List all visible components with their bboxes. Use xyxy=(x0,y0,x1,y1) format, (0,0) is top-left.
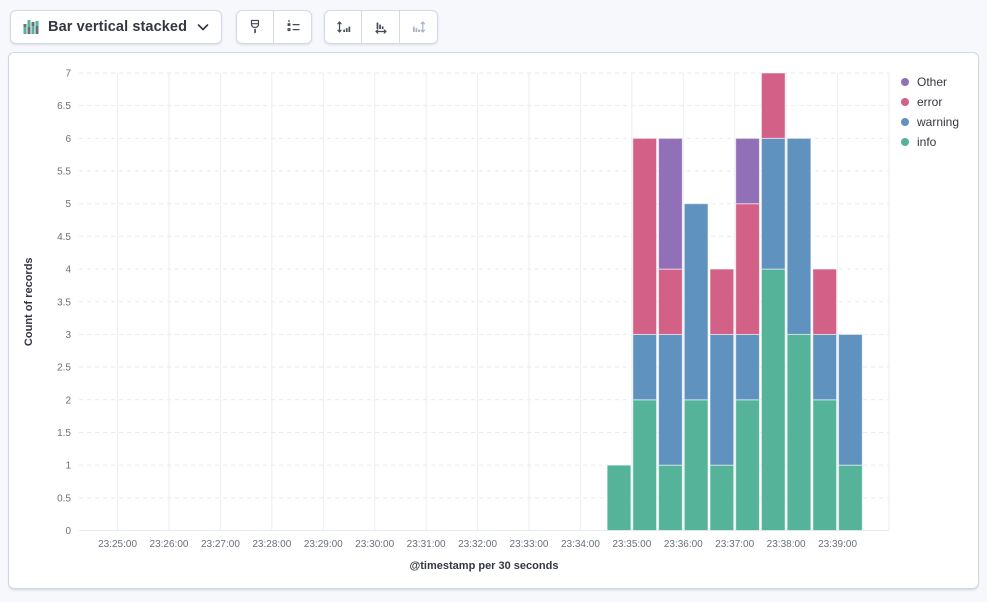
bar-segment-info[interactable] xyxy=(838,464,863,531)
bar-segment-warning[interactable] xyxy=(709,333,735,466)
bar-segment-error[interactable] xyxy=(760,72,786,139)
x-tick-label: 23:28:00 xyxy=(252,539,291,550)
legend-item-info[interactable]: info xyxy=(901,132,959,152)
toolbar: Bar vertical stacked xyxy=(0,0,987,52)
bar-segment-info[interactable] xyxy=(786,333,812,531)
x-tick-label: 23:25:00 xyxy=(98,539,137,550)
bar-segment-Other[interactable] xyxy=(735,137,760,205)
legend-label: Other xyxy=(917,75,948,89)
y-tick-label: 3.5 xyxy=(57,297,71,308)
y-tick-label: 1.5 xyxy=(57,428,71,439)
x-tick-label: 23:35:00 xyxy=(612,539,651,550)
x-tick-label: 23:38:00 xyxy=(767,539,806,550)
bar-segment-info[interactable] xyxy=(658,464,683,531)
chart-type-label: Bar vertical stacked xyxy=(48,19,188,35)
bar-segment-info[interactable] xyxy=(683,399,709,531)
bar-segment-info[interactable] xyxy=(709,464,735,531)
legend-label: warning xyxy=(917,115,960,129)
bar-segment-error[interactable] xyxy=(632,137,658,335)
y-tick-label: 6 xyxy=(65,134,71,145)
bar-segment-info[interactable] xyxy=(606,464,632,531)
x-tick-label: 23:30:00 xyxy=(355,539,394,550)
x-tick-label: 23:33:00 xyxy=(510,539,549,550)
bar-segment-warning[interactable] xyxy=(683,203,709,401)
chart-legend: Other error warning info xyxy=(901,72,959,152)
y-tick-label: 4.5 xyxy=(57,232,71,243)
bar-segment-info[interactable] xyxy=(735,399,760,531)
legend-label: info xyxy=(917,135,937,149)
style-button-group xyxy=(236,10,312,44)
y-axis-title: Count of records xyxy=(23,257,35,346)
bar-segment-warning[interactable] xyxy=(632,333,658,401)
left-axis-button[interactable] xyxy=(324,10,362,44)
bar-segment-warning[interactable] xyxy=(786,137,812,335)
legend-color-dot xyxy=(901,98,909,106)
x-axis-title: @timestamp per 30 seconds xyxy=(410,560,559,572)
y-tick-label: 2 xyxy=(65,395,71,406)
y-tick-label: 0.5 xyxy=(57,493,71,504)
chevron-down-icon xyxy=(197,22,209,32)
chart-type-dropdown[interactable]: Bar vertical stacked xyxy=(10,10,222,44)
x-tick-label: 23:37:00 xyxy=(715,539,754,550)
y-tick-label: 3 xyxy=(65,330,71,341)
chart-panel: 0 0.5 1 1.5 2 2.5 3 3.5 4 4.5 5 5.5 6 6.5 7 23:25:00 23:… xyxy=(8,52,979,589)
axis-left-icon xyxy=(335,19,351,35)
right-axis-button xyxy=(400,10,438,44)
y-tick-label: 5.5 xyxy=(57,167,71,178)
bar-segment-warning[interactable] xyxy=(735,333,760,401)
visual-options-button[interactable] xyxy=(236,10,274,44)
x-tick-label: 23:27:00 xyxy=(201,539,240,550)
legend-icon xyxy=(285,19,301,35)
bar-segment-error[interactable] xyxy=(658,268,683,335)
brush-icon xyxy=(247,19,263,35)
bar-segment-info[interactable] xyxy=(632,399,658,531)
y-tick-label: 6.5 xyxy=(57,101,71,112)
y-tick-label: 5 xyxy=(65,199,71,210)
legend-item-error[interactable]: error xyxy=(901,92,959,112)
bar-segment-warning[interactable] xyxy=(812,333,838,401)
legend-color-dot xyxy=(901,138,909,146)
x-tick-label: 23:32:00 xyxy=(458,539,497,550)
legend-color-dot xyxy=(901,118,909,126)
y-tick-label: 1 xyxy=(65,461,71,472)
legend-item-warning[interactable]: warning xyxy=(901,112,959,132)
bar-segment-info[interactable] xyxy=(812,399,838,531)
bar-segment-Other[interactable] xyxy=(658,137,683,270)
x-tick-label: 23:29:00 xyxy=(304,539,343,550)
x-tick-label: 23:36:00 xyxy=(664,539,703,550)
bar-segment-warning[interactable] xyxy=(760,137,786,270)
legend-color-dot xyxy=(901,78,909,86)
bar-vertical-stacked-icon xyxy=(23,19,40,35)
x-tick-label: 23:39:00 xyxy=(818,539,857,550)
legend-item-Other[interactable]: Other xyxy=(901,72,959,92)
x-tick-label: 23:31:00 xyxy=(407,539,446,550)
legend-settings-button[interactable] xyxy=(274,10,312,44)
bar-segment-warning[interactable] xyxy=(838,333,863,466)
bar-segment-error[interactable] xyxy=(709,268,735,335)
bottom-axis-button[interactable] xyxy=(362,10,400,44)
axis-right-icon xyxy=(411,19,427,35)
y-tick-label: 0 xyxy=(65,526,71,537)
bar-segment-info[interactable] xyxy=(760,268,786,531)
x-tick-label: 23:34:00 xyxy=(561,539,600,550)
legend-label: error xyxy=(917,95,943,109)
y-tick-label: 2.5 xyxy=(57,363,71,374)
y-tick-label: 4 xyxy=(65,265,71,276)
bar-segment-error[interactable] xyxy=(735,203,760,335)
x-tick-label: 23:26:00 xyxy=(150,539,189,550)
bar-segment-warning[interactable] xyxy=(658,333,683,466)
bar-segment-error[interactable] xyxy=(812,268,838,335)
axis-button-group xyxy=(324,10,438,44)
axis-bottom-icon xyxy=(373,19,389,35)
y-tick-label: 7 xyxy=(65,69,71,80)
stacked-bar-chart: 0 0.5 1 1.5 2 2.5 3 3.5 4 4.5 5 5.5 6 6.5 7 23:25:00 23:… xyxy=(23,69,890,572)
